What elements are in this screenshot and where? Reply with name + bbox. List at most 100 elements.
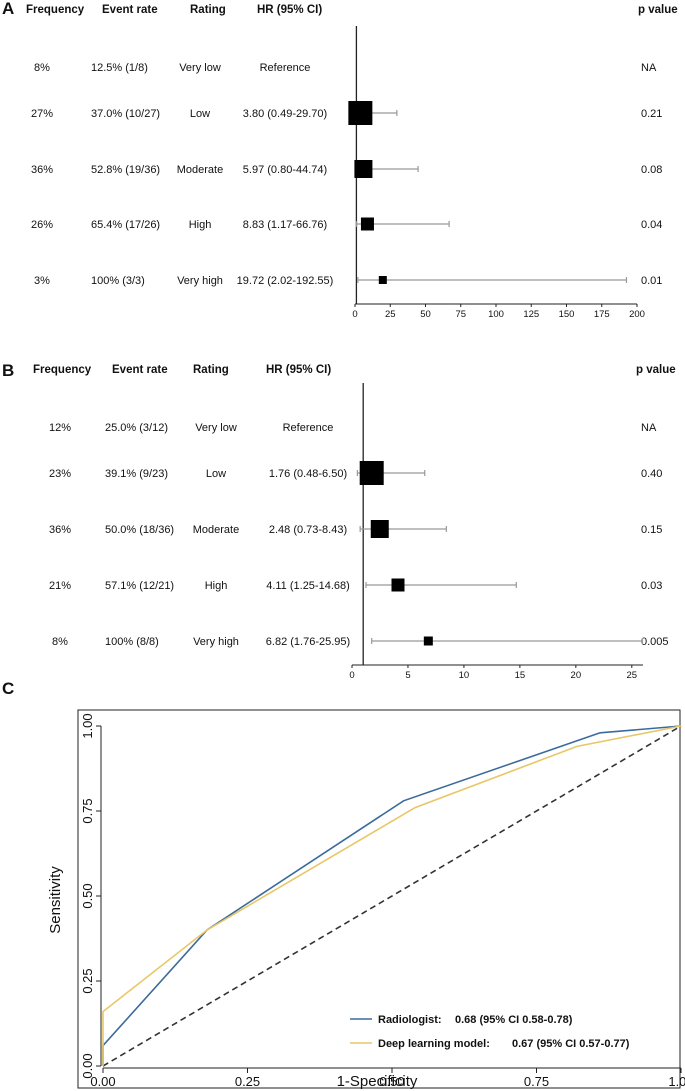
panel-a-header-event-rate: Event rate [102, 4, 158, 16]
roc-curve-deep-learning [102, 725, 682, 1066]
row-event-rate: 50.0% (18/36) [105, 524, 174, 536]
forest-x-tick-label: 75 [455, 309, 466, 320]
row-p-value: 0.15 [641, 524, 662, 536]
roc-y-tick-label: 0.00 [80, 1053, 95, 1078]
row-frequency: 12% [49, 422, 71, 434]
roc-x-tick-label: 0.75 [524, 1074, 549, 1089]
panel-b-forest-plot: 0 5 10 15 20 25 [349, 383, 644, 681]
panel-a-rows: 8% 12.5% (1/8) Very low Reference NA 27% 37.0%… [31, 62, 662, 287]
roc-y-tick-label: 0.50 [80, 883, 95, 908]
row-hr-ci: 4.11 (1.25-14.68) [266, 580, 350, 592]
forest-x-tick-label: 0 [349, 670, 354, 681]
panel-b-header-p-value: p value [636, 364, 676, 376]
forest-x-tick-label: 15 [515, 670, 526, 681]
legend-radiologist-name: Radiologist: [378, 1014, 442, 1026]
row-rating: Moderate [193, 524, 239, 536]
panel-b-header-rating: Rating [193, 364, 229, 376]
row-p-value: NA [641, 62, 657, 74]
hr-point-square [359, 461, 384, 485]
row-event-rate: 25.0% (3/12) [105, 422, 168, 434]
forest-x-tick-label: 100 [488, 309, 504, 320]
row-frequency: 8% [52, 636, 68, 648]
row-frequency: 26% [31, 219, 53, 231]
roc-x-tick-label: 0.50 [379, 1074, 404, 1089]
row-rating: Very low [179, 62, 221, 74]
row-rating: High [189, 219, 212, 231]
panel-b-header-frequency: Frequency [33, 364, 92, 376]
panel-a-letter: A [2, 0, 14, 18]
legend-radiologist-auc: 0.68 (95% CI 0.58-0.78) [455, 1014, 573, 1026]
row-rating: Low [190, 108, 210, 120]
row-p-value: 0.01 [641, 275, 662, 287]
hr-point-square [360, 217, 374, 231]
forest-x-tick-label: 20 [571, 670, 582, 681]
roc-y-tick-label: 0.25 [80, 968, 95, 993]
row-p-value: 0.005 [641, 636, 669, 648]
panel-b-header-event-rate: Event rate [112, 364, 168, 376]
panel-b-header-hr: HR (95% CI) [266, 364, 331, 376]
row-p-value: 0.40 [641, 468, 662, 480]
row-rating: High [205, 580, 228, 592]
panel-a: A Frequency Event rate Rating HR (95% CI… [2, 0, 678, 320]
panel-a-header-p-value: p value [638, 4, 678, 16]
row-event-rate: 12.5% (1/8) [91, 62, 148, 74]
panel-b-letter: B [2, 361, 14, 380]
panel-c: C 0.00 0.25 0.50 0.75 1.00 0.00 0.25 0.50 0.75 1.… [2, 679, 685, 1090]
roc-legend-box [343, 1008, 645, 1060]
panel-a-header-frequency: Frequency [26, 4, 85, 16]
row-event-rate: 37.0% (10/27) [91, 108, 160, 120]
hr-point-square [391, 578, 405, 592]
forest-x-tick-label: 25 [385, 309, 396, 320]
hr-point-square [354, 160, 373, 178]
row-frequency: 3% [34, 275, 50, 287]
hr-point-square [370, 520, 389, 538]
row-hr-ci: 8.83 (1.17-66.76) [243, 219, 327, 231]
row-hr-ci: Reference [260, 62, 311, 74]
forest-x-tick-label: 125 [523, 309, 539, 320]
panel-a-header-rating: Rating [190, 4, 226, 16]
row-rating: Moderate [177, 164, 223, 176]
forest-x-tick-label: 0 [352, 309, 357, 320]
forest-x-tick-label: 10 [459, 670, 470, 681]
panel-a-header-hr: HR (95% CI) [257, 4, 322, 16]
row-rating: Very low [195, 422, 237, 434]
roc-legend: Radiologist: 0.68 (95% CI 0.58-0.78) Dee… [343, 1008, 645, 1060]
row-hr-ci: 2.48 (0.73-8.43) [269, 524, 347, 536]
hr-point-square [423, 636, 433, 646]
forest-x-tick-label: 50 [420, 309, 431, 320]
row-p-value: 0.04 [641, 219, 662, 231]
row-hr-ci: 1.76 (0.48-6.50) [269, 468, 347, 480]
panel-a-forest-plot: 0 25 50 75 100 125 150 175 200 [348, 26, 645, 320]
row-p-value: 0.21 [641, 108, 662, 120]
hr-point-square [378, 276, 387, 284]
row-frequency: 8% [34, 62, 50, 74]
row-event-rate: 65.4% (17/26) [91, 219, 160, 231]
row-event-rate: 39.1% (9/23) [105, 468, 168, 480]
row-p-value: NA [641, 422, 657, 434]
row-frequency: 36% [49, 524, 71, 536]
roc-x-tick-label: 1.00 [668, 1074, 685, 1089]
hr-point-square [348, 101, 373, 125]
row-hr-ci: 19.72 (2.02-192.55) [237, 275, 334, 287]
roc-x-tick-label: 0.00 [90, 1074, 115, 1089]
row-event-rate: 57.1% (12/21) [105, 580, 174, 592]
row-hr-ci: 6.82 (1.76-25.95) [266, 636, 350, 648]
row-hr-ci: 3.80 (0.49-29.70) [243, 108, 327, 120]
roc-y-axis-label: Sensitivity [47, 866, 64, 934]
roc-x-axis-label: 1-Specificity [337, 1073, 418, 1090]
row-rating: Very high [193, 636, 239, 648]
roc-y-tick-label: 1.00 [80, 713, 95, 738]
row-hr-ci: Reference [283, 422, 334, 434]
roc-reference-diagonal [102, 725, 682, 1067]
legend-deep-learning-name: Deep learning model: [378, 1038, 490, 1050]
row-rating: Low [206, 468, 226, 480]
roc-chart: 0.00 0.25 0.50 0.75 1.00 0.00 0.25 0.50 0.75 1.00 [77, 709, 685, 1089]
forest-x-tick-label: 25 [627, 670, 638, 681]
row-frequency: 36% [31, 164, 53, 176]
panel-b-rows: 12% 25.0% (3/12) Very low Reference NA 23% 39.… [49, 422, 669, 648]
row-rating: Very high [177, 275, 223, 287]
forest-x-tick-label: 150 [559, 309, 575, 320]
row-p-value: 0.03 [641, 580, 662, 592]
row-frequency: 23% [49, 468, 71, 480]
